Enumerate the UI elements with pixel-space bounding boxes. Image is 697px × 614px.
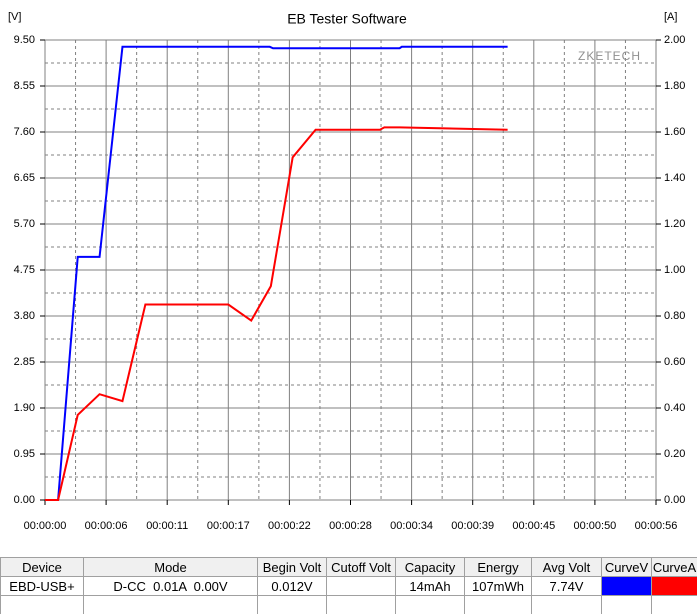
cell [83,595,258,614]
data-table: Device Mode Begin Volt Cutoff Volt Capacity E… [0,557,697,614]
header-cell: Cutoff Volt [326,557,396,577]
y2-tick-label: 1.60 [664,126,685,138]
x-tick-label: 00:00:45 [512,520,555,532]
x-tick-label: 00:00:17 [207,520,250,532]
y-tick-label: 7.60 [14,126,35,138]
cell [531,595,602,614]
y-tick-label: 9.50 [14,34,35,46]
header-cell: Energy [464,557,532,577]
cell [601,595,652,614]
x-tick-label: 00:00:50 [573,520,616,532]
y2-tick-label: 1.20 [664,218,685,230]
curve-color [651,576,697,596]
y2-tick-label: 0.80 [664,310,685,322]
y-tick-label: 2.85 [14,356,35,368]
x-tick-label: 00:00:28 [329,520,372,532]
header-cell: CurveA [651,557,697,577]
y-tick-label: 6.65 [14,172,35,184]
cell: 107mWh [464,576,532,596]
x-tick-label: 00:00:56 [635,520,678,532]
series-line [45,45,508,501]
y-tick-label: 3.80 [14,310,35,322]
y-tick-label: 8.55 [14,80,35,92]
cell: EBD-USB+ [0,576,84,596]
header-cell: Capacity [395,557,465,577]
y-axis-unit: [V] [8,11,21,23]
cell [464,595,532,614]
y2-tick-label: 0.40 [664,402,685,414]
cell [651,595,697,614]
header-cell: Begin Volt [257,557,327,577]
cell: 7.74V [531,576,602,596]
cell: 14mAh [395,576,465,596]
cell [395,595,465,614]
series-line [45,126,508,501]
y2-tick-label: 0.00 [664,494,685,506]
x-tick-label: 00:00:22 [268,520,311,532]
y2-tick-label: 0.20 [664,448,685,460]
chart-title: EB Tester Software [287,11,407,27]
x-tick-label: 00:00:06 [85,520,128,532]
y-tick-label: 5.70 [14,218,35,230]
watermark: ZKETECH [578,49,641,63]
cell [257,595,327,614]
header-cell: CurveV [601,557,652,577]
y2-tick-label: 1.80 [664,80,685,92]
cell [326,595,396,614]
cell: D-CC 0.01A 0.00V [83,576,258,596]
cell [326,576,396,596]
y-tick-label: 0.95 [14,448,35,460]
y2-tick-label: 2.00 [664,34,685,46]
y2-tick-label: 1.40 [664,172,685,184]
x-tick-label: 00:00:34 [390,520,433,532]
cell [0,595,84,614]
y-tick-label: 0.00 [14,494,35,506]
chart: EB Tester Software [V] [A] 0.00 0.95 1.90 2… [8,11,685,532]
x-tick-label: 00:00:39 [451,520,494,532]
curve-color [601,576,652,596]
header-cell: Mode [83,557,258,577]
cell: 0.012V [257,576,327,596]
y2-tick-label: 1.00 [664,264,685,276]
y-tick-label: 1.90 [14,402,35,414]
x-tick-label: 00:00:11 [146,520,188,532]
y-tick-label: 4.75 [14,264,35,276]
header-cell: Device [0,557,84,577]
header-cell: Avg Volt [531,557,602,577]
y2-axis-unit: [A] [664,11,677,23]
y2-tick-label: 0.60 [664,356,685,368]
x-tick-label: 00:00:00 [24,520,67,532]
